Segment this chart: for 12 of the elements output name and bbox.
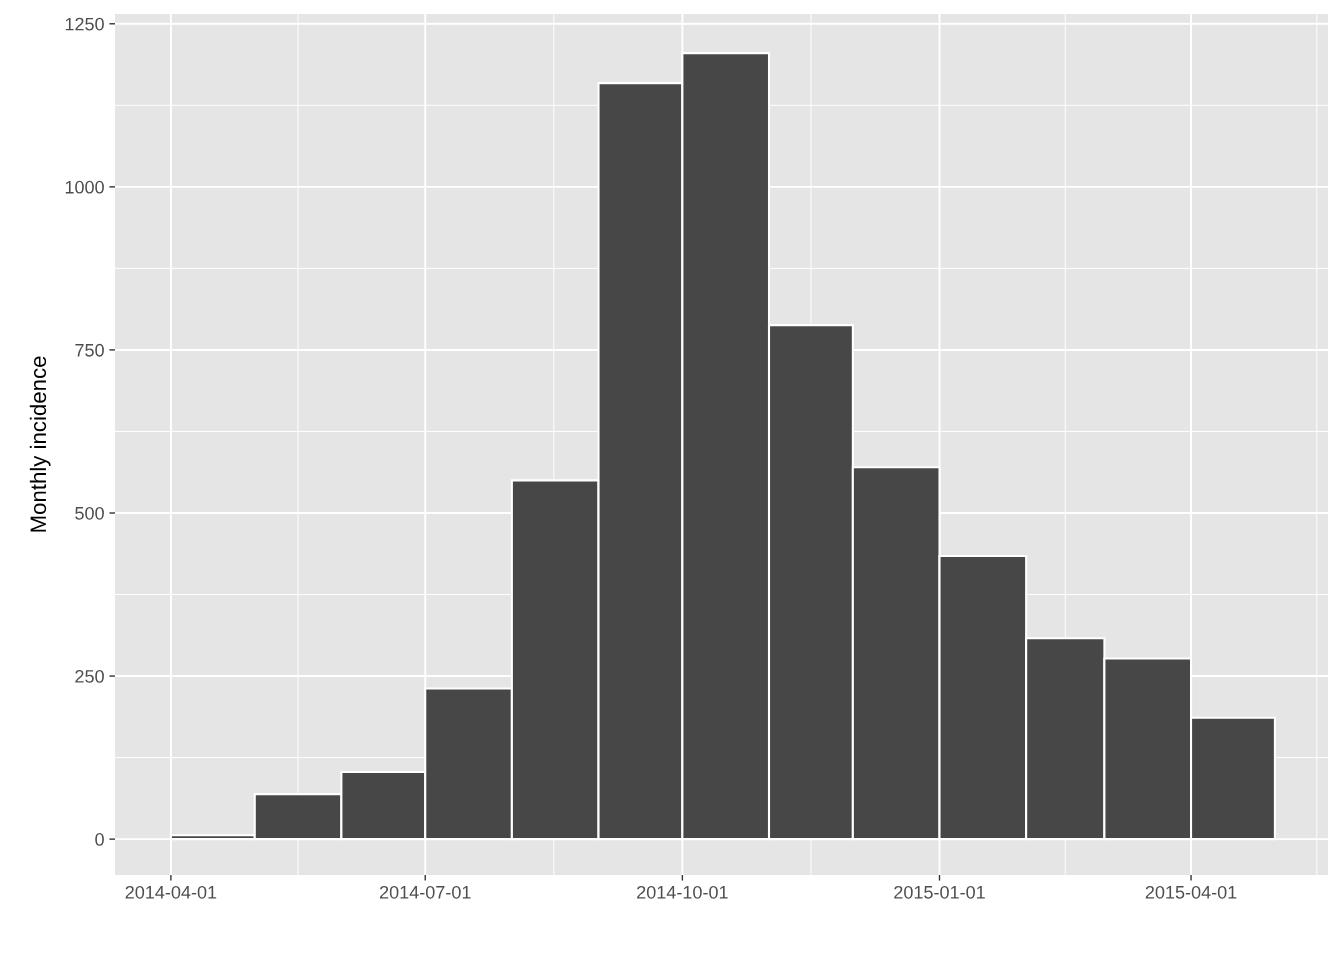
x-tick-label: 2015-04-01 (1145, 885, 1237, 899)
y-tick-label: 750 (75, 343, 104, 357)
y-tick-label: 0 (95, 833, 104, 846)
x-tick-label: 2014-10-01 (637, 885, 728, 899)
x-tick-label: 2015-01-01 (894, 885, 985, 899)
y-tick-label: 1000 (65, 180, 104, 194)
y-axis-title: Monthly incidence (29, 356, 51, 532)
y-tick-label: 250 (75, 669, 104, 683)
y-tick-label: 1250 (65, 17, 104, 31)
x-tick-label: 2014-07-01 (379, 885, 471, 899)
y-tick-label: 500 (75, 506, 104, 520)
x-tick-label: 2014-04-01 (125, 885, 217, 899)
